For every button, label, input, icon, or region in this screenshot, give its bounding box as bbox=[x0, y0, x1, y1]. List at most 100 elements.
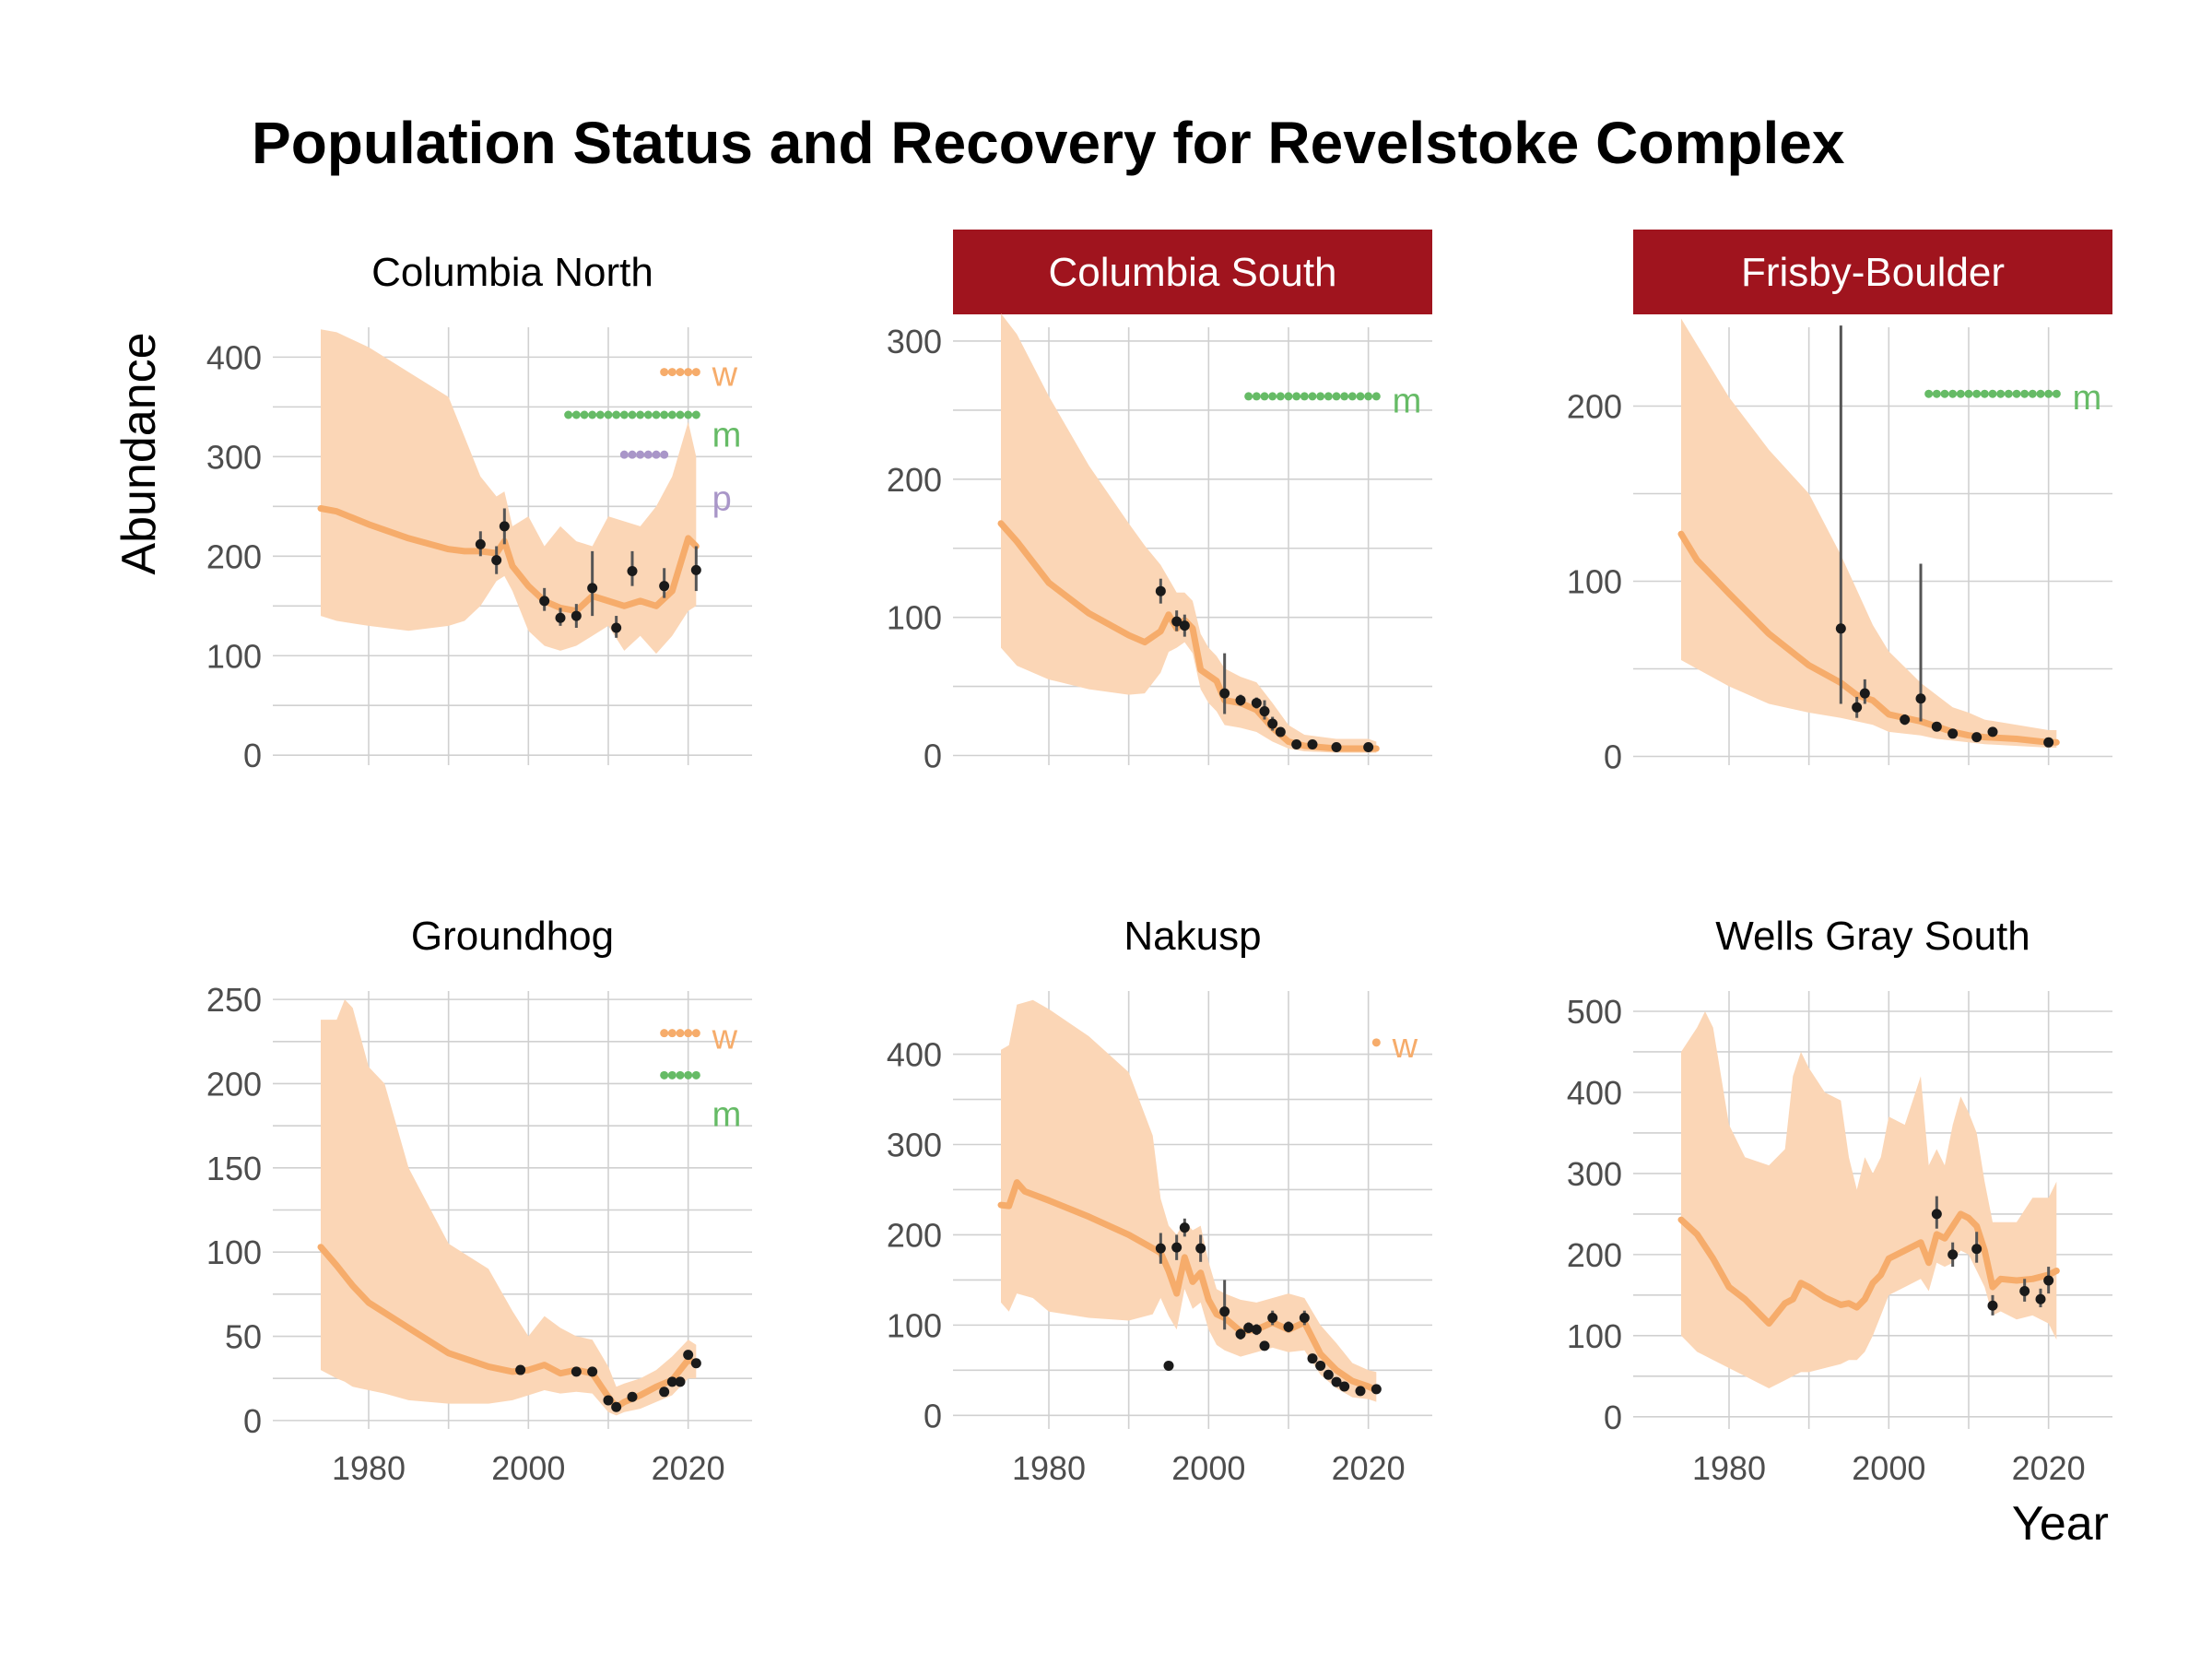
observation-point bbox=[611, 622, 622, 633]
x-tick-label: 2020 bbox=[2012, 1449, 2086, 1487]
treatment-dot bbox=[660, 410, 669, 419]
y-tick-label: 200 bbox=[1567, 388, 1622, 426]
x-tick-label: 1980 bbox=[332, 1449, 406, 1487]
y-tick-label: 200 bbox=[887, 1216, 942, 1254]
treatment-dot bbox=[643, 450, 653, 459]
y-tick-label: 200 bbox=[206, 1065, 262, 1103]
treatment-dot bbox=[604, 410, 613, 419]
observation-point bbox=[1307, 739, 1318, 750]
treatment-dot bbox=[2012, 389, 2021, 398]
observation-point bbox=[1219, 688, 1230, 699]
panel-columbia-south: Columbia South 0 100 200 300 m bbox=[887, 230, 1432, 775]
treatment-dot bbox=[1371, 392, 1381, 401]
treatment-dot bbox=[571, 410, 581, 419]
treatment-dot bbox=[595, 410, 605, 419]
y-tick-label: 400 bbox=[887, 1036, 942, 1074]
observation-point bbox=[1171, 616, 1182, 627]
treatment-m: m bbox=[660, 1070, 741, 1134]
y-tick-label: 300 bbox=[887, 1126, 942, 1163]
observation-point bbox=[659, 1387, 670, 1398]
treatment-dot bbox=[1284, 392, 1293, 401]
treatment-w: w bbox=[1371, 1027, 1418, 1066]
treatment-m: m bbox=[1244, 382, 1421, 420]
y-tick-label: 0 bbox=[243, 1402, 262, 1440]
observation-point bbox=[2035, 1293, 2046, 1304]
treatment-dot bbox=[1340, 392, 1349, 401]
treatment-dot bbox=[1356, 392, 1365, 401]
observation-point bbox=[1235, 695, 1246, 706]
treatment-dot bbox=[2004, 389, 2013, 398]
treatment-dot bbox=[667, 1029, 677, 1038]
observation-point bbox=[539, 596, 550, 607]
observation-point bbox=[1299, 1313, 1310, 1324]
treatment-dot bbox=[1276, 392, 1285, 401]
treatment-dot bbox=[1324, 392, 1333, 401]
observation-point bbox=[1331, 742, 1342, 753]
x-axis-label: Year bbox=[2012, 1497, 2109, 1551]
treatment-dot bbox=[1964, 389, 1973, 398]
observation-point bbox=[1243, 1322, 1254, 1333]
estimated-abundance-line bbox=[317, 1244, 700, 1410]
treatment-label: m bbox=[712, 417, 742, 455]
y-tick-label: 0 bbox=[243, 737, 262, 774]
observation-point bbox=[659, 581, 670, 592]
observation-point bbox=[1259, 706, 1270, 717]
observation-point bbox=[1987, 1300, 1998, 1311]
treatment-dot bbox=[1996, 389, 2006, 398]
observation-point bbox=[571, 610, 582, 621]
treatment-dot bbox=[676, 368, 685, 377]
y-tick-label: 100 bbox=[887, 599, 942, 637]
panel-columbia-north: Columbia North 0 100 200 300 400 wmp bbox=[206, 250, 752, 774]
y-tick-label: 300 bbox=[887, 323, 942, 360]
treatment-dot bbox=[660, 1070, 669, 1080]
treatment-dot bbox=[628, 410, 637, 419]
observation-point bbox=[1331, 1376, 1342, 1387]
observation-point bbox=[1987, 726, 1998, 738]
treatment-dot bbox=[1268, 392, 1277, 401]
treatment-dot bbox=[1308, 392, 1317, 401]
x-tick-label: 2020 bbox=[652, 1449, 725, 1487]
y-tick-label: 400 bbox=[1567, 1074, 1622, 1112]
y-tick-label: 0 bbox=[924, 738, 942, 775]
treatment-dot bbox=[1364, 392, 1373, 401]
treatment-dot bbox=[588, 410, 597, 419]
treatment-label: m bbox=[1393, 382, 1422, 420]
estimated-abundance-line bbox=[997, 1179, 1380, 1394]
treatment-w: w bbox=[660, 356, 738, 395]
treatment-dot bbox=[1956, 389, 1965, 398]
treatment-p: p bbox=[619, 450, 732, 519]
estimated-abundance-line bbox=[1677, 1210, 2060, 1328]
treatment-dot bbox=[1932, 389, 1941, 398]
treatment-dot bbox=[2052, 389, 2061, 398]
observation-point bbox=[1155, 1243, 1166, 1254]
treatment-dot bbox=[1332, 392, 1341, 401]
treatment-dot bbox=[1924, 389, 1934, 398]
credible-interval-ribbon bbox=[1001, 999, 1377, 1402]
observation-point bbox=[1179, 1222, 1190, 1233]
observation-point bbox=[1291, 739, 1302, 750]
observation-point bbox=[491, 555, 502, 566]
x-tick-label: 2020 bbox=[1332, 1449, 1406, 1487]
observation-point bbox=[666, 1376, 677, 1387]
treatment-dot bbox=[580, 410, 589, 419]
credible-interval-ribbon bbox=[321, 329, 697, 655]
observation-point bbox=[555, 612, 566, 623]
treatment-dot bbox=[1347, 392, 1357, 401]
observation-point bbox=[1283, 1321, 1294, 1332]
strip-label-columbia-north: Columbia North bbox=[371, 250, 653, 295]
treatment-dot bbox=[1292, 392, 1301, 401]
treatment-dot bbox=[660, 1029, 669, 1038]
observation-point bbox=[1339, 1381, 1350, 1392]
treatment-dot bbox=[660, 368, 669, 377]
y-tick-label: 0 bbox=[1604, 738, 1622, 776]
observation-point bbox=[1315, 1360, 1326, 1371]
treatment-dot bbox=[1300, 392, 1309, 401]
credible-interval-ribbon bbox=[1681, 1011, 2057, 1388]
y-tick-label: 100 bbox=[206, 637, 262, 675]
observation-point bbox=[2043, 1275, 2054, 1286]
y-tick-label: 250 bbox=[206, 981, 262, 1019]
observation-point bbox=[1371, 1384, 1382, 1395]
y-tick-label: 200 bbox=[206, 537, 262, 575]
